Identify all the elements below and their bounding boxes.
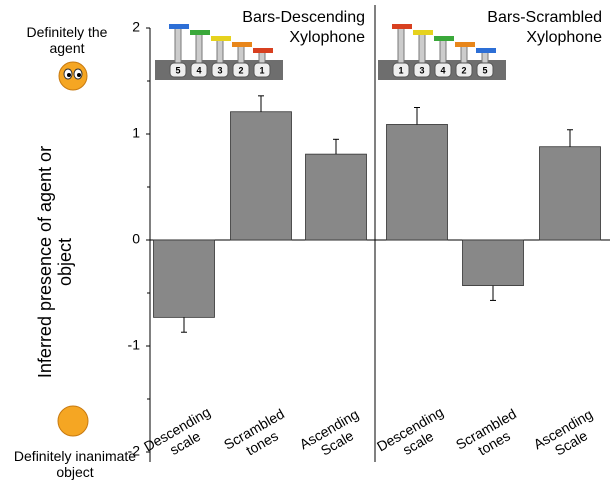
inset-title: Bars-Descending bbox=[242, 9, 365, 26]
xylophone-bar bbox=[434, 36, 454, 41]
xylophone-post bbox=[238, 46, 244, 64]
annotation: Definitely the agent bbox=[8, 24, 126, 56]
xylophone-bar bbox=[413, 30, 433, 35]
agent-face bbox=[59, 62, 87, 90]
xylophone-post bbox=[419, 34, 425, 64]
xylophone-key-label: 1 bbox=[398, 65, 403, 75]
y-tick-label: 0 bbox=[132, 231, 140, 247]
xylophone-key-label: 2 bbox=[238, 65, 243, 75]
xylophone-post bbox=[259, 52, 265, 64]
inset-title: Bars-Scrambled bbox=[487, 9, 602, 26]
chart-page: -2-101254321Bars-DescendingXylophone1342… bbox=[0, 0, 610, 491]
xylophone-post bbox=[482, 52, 488, 64]
inset-title: Xylophone bbox=[289, 29, 365, 46]
xylophone-bar bbox=[190, 30, 210, 35]
agent-pupil bbox=[67, 73, 71, 77]
xylophone-key-label: 1 bbox=[259, 65, 264, 75]
xylophone-post bbox=[196, 34, 202, 64]
xylophone-key-label: 5 bbox=[175, 65, 180, 75]
xylophone-post bbox=[217, 40, 223, 64]
bar bbox=[387, 124, 448, 240]
xylophone-bar bbox=[253, 48, 273, 53]
bar bbox=[540, 147, 601, 240]
y-tick-label: 2 bbox=[132, 19, 140, 35]
xylophone-bar bbox=[169, 24, 189, 29]
xylophone-key-label: 3 bbox=[419, 65, 424, 75]
xylophone-key-label: 4 bbox=[196, 65, 201, 75]
bar bbox=[463, 240, 524, 286]
annotation: Definitely inanimate object bbox=[0, 448, 150, 480]
xylophone-key-label: 4 bbox=[440, 65, 445, 75]
y-axis-label: Inferred presence of agent or object bbox=[35, 142, 75, 382]
xylophone-bar bbox=[476, 48, 496, 53]
bar bbox=[306, 154, 367, 240]
xylophone-post bbox=[440, 40, 446, 64]
object-ball bbox=[58, 406, 88, 436]
bar bbox=[231, 112, 292, 240]
xylophone-key-label: 2 bbox=[461, 65, 466, 75]
xylophone-key-label: 5 bbox=[482, 65, 487, 75]
xylophone-bar bbox=[455, 42, 475, 47]
inset-title: Xylophone bbox=[526, 29, 602, 46]
xylophone-post bbox=[461, 46, 467, 64]
xylophone-key-label: 3 bbox=[217, 65, 222, 75]
xylophone-post bbox=[175, 28, 181, 64]
xylophone-post bbox=[398, 28, 404, 64]
agent-pupil bbox=[77, 73, 81, 77]
bar bbox=[154, 240, 215, 317]
xylophone-bar bbox=[211, 36, 231, 41]
xylophone-bar bbox=[392, 24, 412, 29]
xylophone-bar bbox=[232, 42, 252, 47]
y-tick-label: -1 bbox=[128, 337, 141, 353]
y-tick-label: 1 bbox=[132, 125, 140, 141]
